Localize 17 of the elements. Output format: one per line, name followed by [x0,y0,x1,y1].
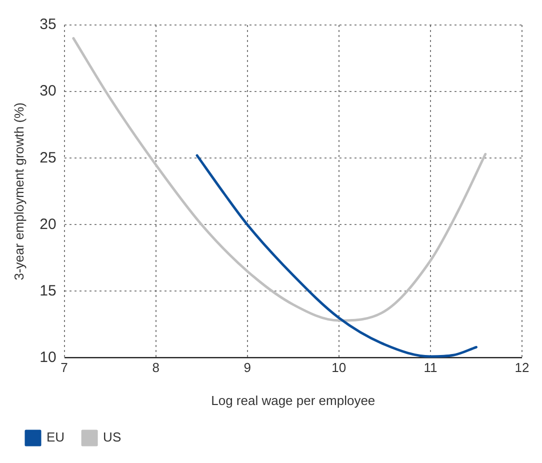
x-axis-title: Log real wage per employee [211,392,376,408]
x-tick-label: 11 [424,360,438,376]
y-axis-title: 3-year employment growth (%) [11,102,26,280]
y-tick-label: 25 [40,149,56,166]
x-tick-label: 12 [514,360,530,376]
legend-label: EU [46,430,65,445]
x-tick-label: 9 [244,360,251,376]
line-series [196,154,478,358]
y-tick-label: 20 [40,216,56,233]
y-tick-label: 15 [40,282,56,300]
x-tick-label: 7 [60,360,68,376]
x-tick-label: 8 [152,360,160,376]
x-tick-label: 10 [332,360,346,376]
legend-label: US [103,430,122,445]
y-tick-label: 35 [40,16,56,34]
line-series [72,37,487,322]
y-tick-label: 30 [40,82,56,100]
